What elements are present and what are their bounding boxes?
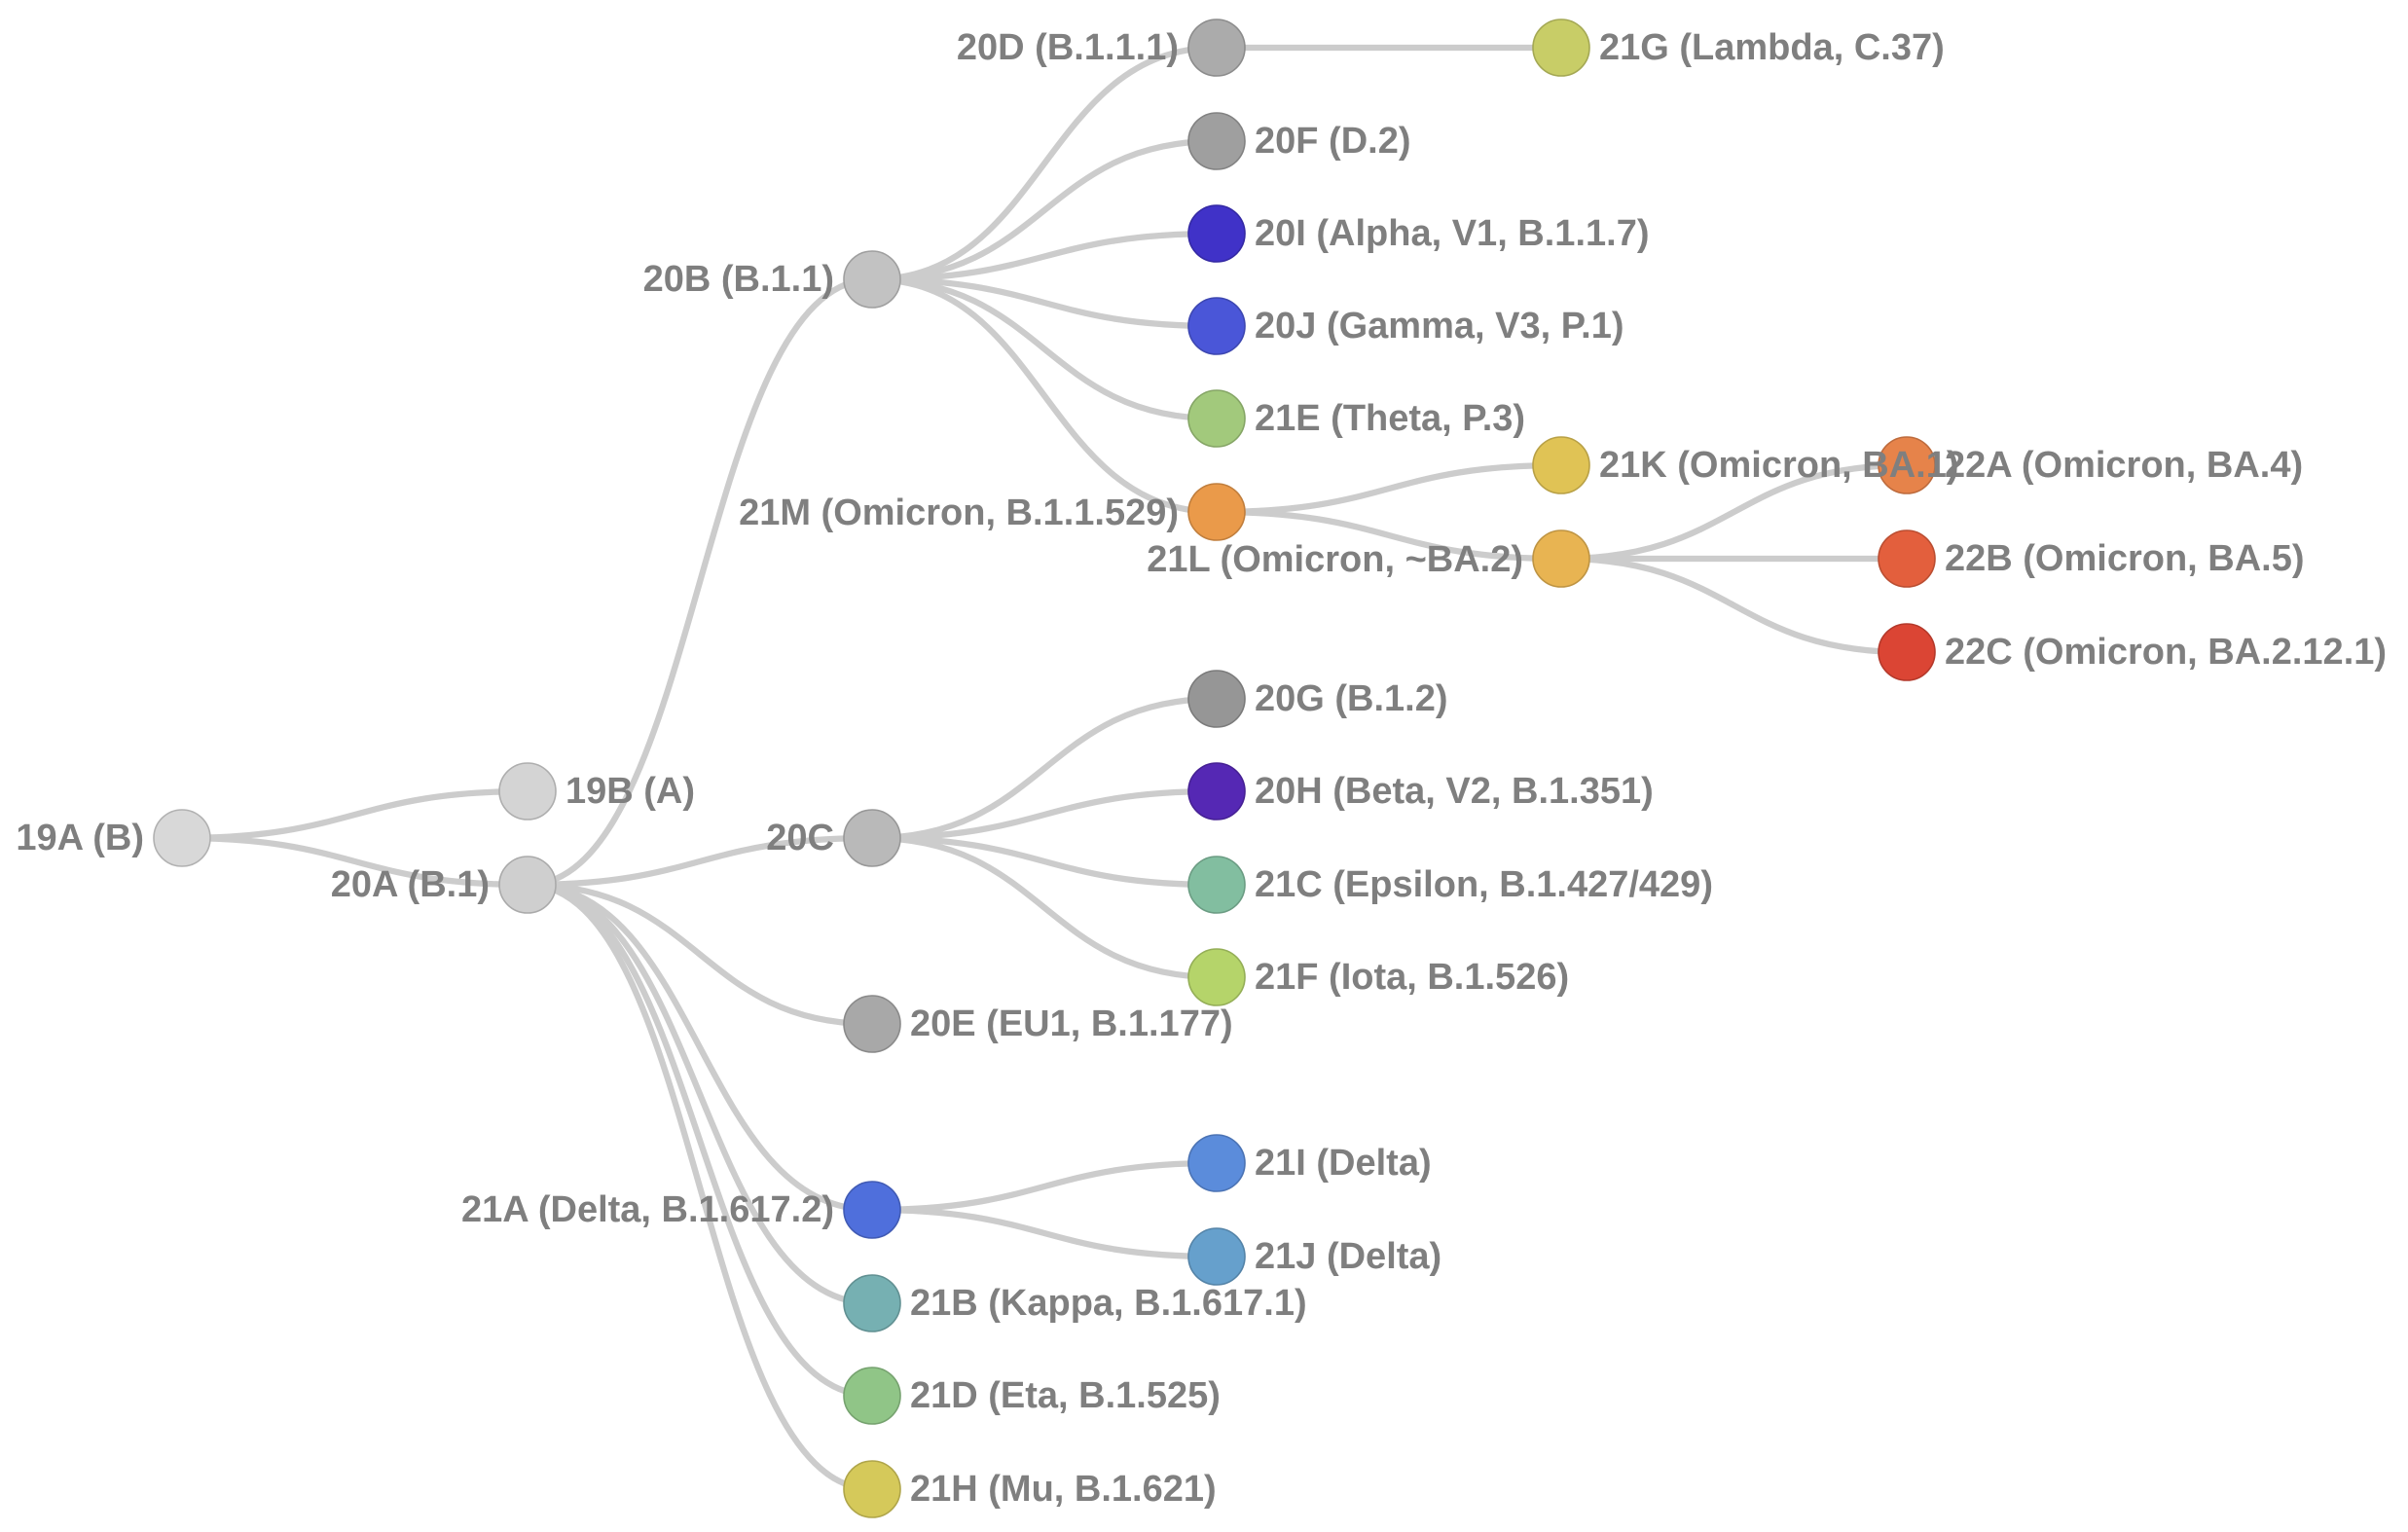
clade-label-21b: 21B (Kappa, B.1.617.1)	[910, 1283, 1307, 1324]
tree-link-21m	[871, 275, 1218, 516]
clade-label-20f: 20F (D.2)	[1255, 121, 1410, 162]
tree-link-20j	[871, 275, 1218, 330]
clade-label-21g: 21G (Lambda, C.37)	[1599, 27, 1945, 68]
clade-node-21h[interactable]	[843, 1460, 901, 1518]
tree-link-21e	[871, 275, 1218, 422]
clade-label-21c: 21C (Epsilon, B.1.427/429)	[1255, 864, 1713, 905]
clade-node-20f[interactable]	[1187, 112, 1246, 170]
clade-label-20c: 20C	[766, 818, 834, 858]
tree-link-20b	[527, 275, 873, 889]
clade-node-21g[interactable]	[1532, 18, 1590, 77]
clade-label-20j: 20J (Gamma, V3, P.1)	[1255, 306, 1624, 347]
clade-label-21a: 21A (Delta, B.1.617.2)	[461, 1189, 834, 1230]
tree-links	[181, 44, 1908, 1493]
clade-label-20d: 20D (B.1.1.1)	[957, 27, 1179, 68]
clade-label-20h: 20H (Beta, V2, B.1.351)	[1255, 771, 1654, 812]
tree-link-20a	[181, 834, 529, 889]
clade-node-20i[interactable]	[1187, 204, 1246, 263]
clade-label-22a: 22A (Omicron, BA.4)	[1945, 445, 2303, 486]
clade-label-21f: 21F (Iota, B.1.526)	[1255, 957, 1569, 998]
clade-node-20d[interactable]	[1187, 18, 1246, 77]
clade-node-21l[interactable]	[1532, 529, 1590, 588]
clade-node-22a[interactable]	[1878, 436, 1936, 494]
tree-link-21h	[527, 881, 873, 1493]
clade-label-21d: 21D (Eta, B.1.525)	[910, 1375, 1221, 1416]
clade-label-20a: 20A (B.1)	[331, 864, 490, 905]
clade-label-20i: 20I (Alpha, V1, B.1.1.7)	[1255, 213, 1649, 254]
clade-node-21e[interactable]	[1187, 389, 1246, 448]
clade-label-20b: 20B (B.1.1)	[643, 259, 834, 300]
clade-label-20g: 20G (B.1.2)	[1255, 678, 1448, 719]
clade-label-21k: 21K (Omicron, BA.1)	[1599, 445, 1959, 486]
clade-label-19a: 19A (B)	[16, 818, 144, 858]
clade-node-20g[interactable]	[1187, 670, 1246, 728]
clade-node-20c[interactable]	[843, 809, 901, 867]
tree-link-20g	[871, 695, 1218, 842]
tree-link-21f	[871, 834, 1218, 981]
tree-link-20f	[871, 137, 1218, 283]
clade-label-21e: 21E (Theta, P.3)	[1255, 398, 1525, 439]
clade-node-20a[interactable]	[498, 856, 557, 914]
clade-node-20e[interactable]	[843, 995, 901, 1053]
tree-labels: 19A (B) 19B (A) 20A (B.1) 20B (B.1.1) 20C 20E…	[16, 27, 2387, 1510]
clade-node-21j[interactable]	[1187, 1227, 1246, 1286]
clade-label-21h: 21H (Mu, B.1.621)	[910, 1469, 1217, 1510]
tree-link-20d	[871, 44, 1218, 283]
clade-node-22b[interactable]	[1878, 529, 1936, 588]
tree-link-20h	[871, 787, 1218, 842]
tree-link-20i	[871, 230, 1218, 283]
tree-link-22c	[1560, 555, 1908, 656]
clade-node-21k[interactable]	[1532, 436, 1590, 494]
clade-label-21l: 21L (Omicron, ~BA.2)	[1147, 539, 1523, 580]
tree-link-20e	[527, 881, 873, 1028]
clade-label-20e: 20E (EU1, B.1.177)	[910, 1003, 1233, 1044]
tree-link-19b	[181, 787, 529, 842]
clade-node-21d[interactable]	[843, 1367, 901, 1425]
clade-node-20h[interactable]	[1187, 762, 1246, 821]
tree-link-21j	[871, 1206, 1218, 1260]
tree-nodes	[153, 18, 1936, 1518]
clade-node-22c[interactable]	[1878, 623, 1936, 681]
clade-label-22c: 22C (Omicron, BA.2.12.1)	[1945, 632, 2387, 673]
clade-node-19b[interactable]	[498, 762, 557, 821]
clade-label-21j: 21J (Delta)	[1255, 1236, 1441, 1277]
clade-label-21i: 21I (Delta)	[1255, 1143, 1432, 1184]
clade-node-21f[interactable]	[1187, 948, 1246, 1006]
clade-label-19b: 19B (A)	[566, 771, 695, 812]
tree-link-21l	[1216, 508, 1562, 563]
tree-link-21c	[871, 834, 1218, 889]
clade-node-20j[interactable]	[1187, 297, 1246, 355]
tree-link-21k	[1216, 461, 1562, 516]
tree-link-20c	[527, 834, 873, 889]
tree-link-21d	[527, 881, 873, 1400]
clade-node-21b[interactable]	[843, 1274, 901, 1332]
clade-node-21c[interactable]	[1187, 856, 1246, 914]
clade-label-22b: 22B (Omicron, BA.5)	[1945, 538, 2305, 579]
tree-link-21i	[871, 1159, 1218, 1214]
clade-node-20b[interactable]	[843, 250, 901, 309]
tree-link-21b	[527, 881, 873, 1307]
clade-node-21m[interactable]	[1187, 483, 1246, 541]
tree-link-22a	[1560, 461, 1908, 563]
clade-node-21i[interactable]	[1187, 1134, 1246, 1192]
tree-link-21a	[527, 881, 873, 1214]
clade-node-21a[interactable]	[843, 1181, 901, 1239]
clade-label-21m: 21M (Omicron, B.1.1.529)	[739, 492, 1179, 533]
clade-node-19a[interactable]	[153, 809, 211, 867]
